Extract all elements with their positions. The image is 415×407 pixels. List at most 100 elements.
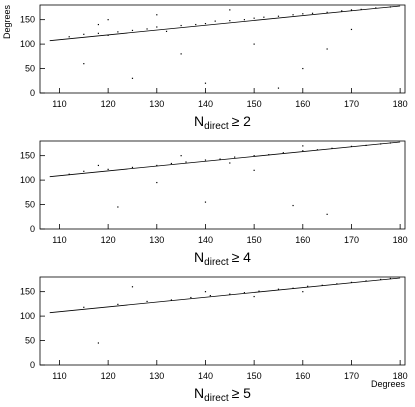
- y-tick-label: 50: [25, 64, 35, 74]
- scatter-point: [180, 155, 182, 157]
- x-tick-label: 160: [295, 99, 310, 109]
- x-tick-label: 120: [101, 371, 116, 381]
- title-subscript: direct: [204, 393, 229, 404]
- x-tick-label: 130: [149, 371, 164, 381]
- scatter-point: [389, 277, 391, 280]
- scatter-point: [83, 170, 85, 172]
- x-tick-label: 110: [52, 235, 66, 245]
- scatter-point: [360, 8, 362, 10]
- scatter-point: [263, 16, 265, 18]
- plot-frame: [39, 4, 406, 94]
- y-tick-label: 0: [30, 224, 35, 234]
- title-rest: ≥ 4: [232, 249, 252, 265]
- scatter-point: [282, 152, 284, 154]
- scatter-point: [277, 288, 280, 290]
- scatter-point: [229, 20, 231, 22]
- scatter-point: [302, 67, 304, 70]
- scatter-point: [311, 12, 314, 14]
- x-tick-label: 160: [295, 235, 310, 245]
- scatter-point: [204, 82, 207, 84]
- scatter-point: [307, 285, 309, 287]
- scatter-point: [107, 34, 109, 36]
- scatter-point: [214, 20, 216, 22]
- scatter-point: [277, 15, 280, 17]
- x-tick-label: 180: [393, 371, 408, 381]
- scatter-point: [204, 22, 207, 25]
- plot-frame: [39, 140, 406, 230]
- scatter-point: [302, 150, 304, 152]
- scatter-point: [292, 14, 294, 16]
- x-tick-label: 130: [149, 235, 164, 245]
- title-rest: ≥ 2: [232, 113, 252, 129]
- scatter-point: [302, 13, 304, 15]
- title-main: N: [194, 113, 204, 129]
- scatter-point: [253, 295, 255, 298]
- fit-line: [49, 141, 401, 178]
- x-tick-label: 150: [247, 99, 262, 109]
- title-main: N: [194, 385, 204, 401]
- scatter-point: [117, 303, 119, 305]
- y-tick-label: 150: [20, 151, 35, 161]
- x-tick-label: 140: [198, 235, 213, 245]
- scatter-point: [350, 9, 353, 11]
- scatter-point: [146, 28, 148, 30]
- scatter-point: [156, 14, 158, 16]
- scatter-point: [253, 43, 255, 45]
- scatter-point: [277, 87, 280, 89]
- scatter-point: [341, 10, 343, 12]
- x-tick-label: 150: [247, 235, 262, 245]
- panel-title: Ndirect ≥ 2: [194, 113, 251, 132]
- scatter-point: [243, 292, 245, 294]
- title-main: N: [194, 249, 204, 265]
- x-tick-label: 150: [247, 371, 262, 381]
- scatter-point: [131, 29, 134, 32]
- scatter-point: [165, 30, 168, 32]
- x-axis-label: Degrees: [371, 379, 406, 389]
- scatter-point: [204, 291, 207, 293]
- scatter-point: [350, 28, 353, 31]
- scatter-point: [326, 48, 328, 50]
- scatter-point: [170, 162, 172, 165]
- x-tick-label: 110: [52, 371, 66, 381]
- scatter-point: [292, 204, 294, 207]
- scatter-point: [350, 145, 353, 147]
- y-tick-label: 150: [20, 15, 35, 25]
- scatter-point: [253, 169, 255, 171]
- x-tick-label: 140: [198, 99, 213, 109]
- x-tick-label: 180: [393, 235, 408, 245]
- y-tick-label: 100: [20, 39, 35, 49]
- scatter-point: [302, 291, 304, 293]
- scatter-point: [219, 158, 221, 160]
- y-tick-label: 100: [20, 175, 35, 185]
- scatter-point: [83, 63, 85, 65]
- scatter-point: [156, 164, 158, 167]
- scatter-point: [258, 290, 260, 292]
- title-subscript: direct: [204, 121, 229, 132]
- scatter-point: [117, 31, 119, 33]
- x-tick-label: 170: [344, 371, 359, 381]
- fit-line: [49, 5, 401, 42]
- scatter-point: [229, 9, 231, 11]
- scatter-point: [229, 293, 231, 295]
- scatter-point: [97, 23, 99, 26]
- scatter-point: [146, 300, 148, 303]
- scatter-point: [117, 206, 119, 208]
- scatter-point: [204, 159, 207, 161]
- scatter-point: [350, 281, 353, 283]
- scatter-point: [180, 24, 182, 27]
- plot-frame: [39, 276, 406, 366]
- x-tick-label: 170: [344, 235, 359, 245]
- scatter-point: [185, 161, 187, 163]
- scatter-point: [97, 342, 99, 344]
- scatter-point: [131, 77, 134, 79]
- scatter-point: [131, 286, 134, 288]
- x-tick-label: 120: [101, 235, 116, 245]
- scatter-point: [190, 296, 192, 299]
- scatter-point: [326, 11, 328, 13]
- scatter-point: [209, 294, 211, 297]
- scatter-point: [180, 53, 182, 55]
- x-tick-label: 170: [344, 99, 359, 109]
- panel-title: Ndirect ≥ 5: [194, 385, 251, 404]
- scatter-point: [83, 306, 85, 308]
